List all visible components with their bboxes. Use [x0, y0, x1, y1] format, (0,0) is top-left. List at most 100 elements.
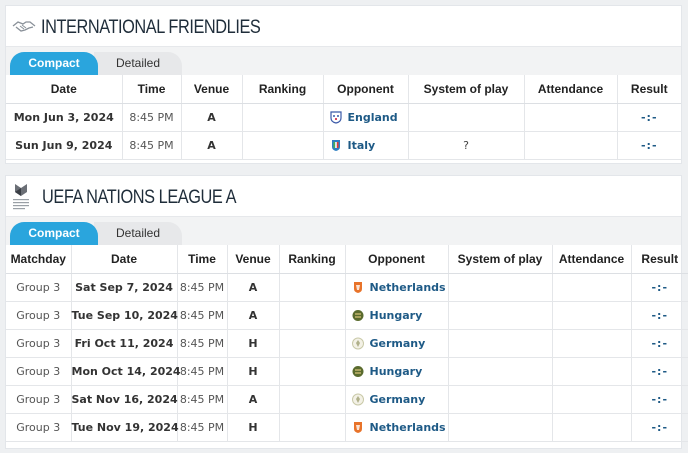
match-opponent[interactable]: Netherlands: [345, 273, 449, 302]
germany-crest-icon: [351, 393, 364, 406]
match-opponent[interactable]: Netherlands: [345, 413, 449, 442]
header-date[interactable]: Date: [71, 245, 178, 274]
table-row: Group 3 Tue Nov 19, 2024 8:45 PM H Netherlan…: [6, 413, 688, 442]
match-opponent[interactable]: Germany: [345, 385, 449, 414]
match-result[interactable]: -:-: [617, 103, 681, 132]
friendlies-header: INTERNATIONAL FRIENDLIES: [6, 6, 681, 47]
header-ranking[interactable]: Ranking: [279, 245, 346, 274]
result-link[interactable]: -:-: [651, 336, 669, 350]
match-ranking: [279, 329, 346, 358]
match-venue: H: [227, 329, 280, 358]
header-attendance[interactable]: Attendance: [524, 75, 618, 104]
match-result[interactable]: -:-: [631, 329, 688, 358]
match-venue: A: [227, 273, 280, 302]
match-time: 8:45 PM: [122, 103, 182, 132]
table-header-row: Matchday Date Time Venue Ranking Opponen…: [6, 245, 688, 274]
tab-detailed[interactable]: Detailed: [94, 222, 182, 245]
match-system: [448, 385, 553, 414]
header-system[interactable]: System of play: [448, 245, 553, 274]
match-result[interactable]: -:-: [631, 301, 688, 330]
header-date[interactable]: Date: [6, 75, 123, 104]
match-time: 8:45 PM: [177, 413, 228, 442]
match-attendance: [552, 385, 632, 414]
match-opponent[interactable]: Germany: [345, 329, 449, 358]
germany-crest-icon: [351, 337, 364, 350]
header-system[interactable]: System of play: [408, 75, 525, 104]
match-venue: H: [227, 413, 280, 442]
match-matchday: Group 3: [6, 329, 72, 358]
header-time[interactable]: Time: [122, 75, 182, 104]
match-result[interactable]: -:-: [631, 357, 688, 386]
match-date: Mon Oct 14, 2024: [71, 357, 181, 386]
match-attendance: [524, 103, 618, 132]
opponent-link[interactable]: Germany: [369, 392, 426, 406]
header-result[interactable]: Result: [631, 245, 688, 274]
nations-league-title: UEFA NATIONS LEAGUE A: [42, 187, 237, 208]
result-link[interactable]: -:-: [640, 138, 658, 152]
header-venue[interactable]: Venue: [227, 245, 280, 274]
opponent-link[interactable]: Netherlands: [369, 280, 446, 294]
friendlies-title: INTERNATIONAL FRIENDLIES: [41, 17, 261, 38]
match-date: Fri Oct 11, 2024: [71, 329, 178, 358]
table-row: Mon Jun 3, 2024 8:45 PM A England -:-: [6, 103, 681, 132]
result-link[interactable]: -:-: [640, 110, 658, 124]
match-opponent[interactable]: Hungary: [345, 301, 449, 330]
match-system: [448, 273, 553, 302]
match-venue: H: [227, 357, 280, 386]
match-opponent[interactable]: Italy: [323, 131, 409, 160]
opponent-link[interactable]: Netherlands: [369, 420, 446, 434]
match-opponent[interactable]: Hungary: [345, 357, 449, 386]
header-ranking[interactable]: Ranking: [242, 75, 324, 104]
result-link[interactable]: -:-: [651, 392, 669, 406]
match-date: Mon Jun 3, 2024: [6, 103, 123, 132]
opponent-link[interactable]: Hungary: [369, 308, 423, 322]
match-date: Sun Jun 9, 2024: [6, 131, 123, 160]
match-result[interactable]: -:-: [631, 413, 688, 442]
tab-compact[interactable]: Compact: [10, 52, 98, 75]
result-link[interactable]: -:-: [651, 420, 669, 434]
match-result[interactable]: -:-: [631, 273, 688, 302]
match-system: [448, 329, 553, 358]
netherlands-crest-icon: [353, 421, 362, 433]
opponent-link[interactable]: England: [347, 110, 398, 124]
tab-detailed[interactable]: Detailed: [94, 52, 182, 75]
match-date: Sat Nov 16, 2024: [71, 385, 178, 414]
match-system: ?: [408, 131, 525, 160]
match-time: 8:45 PM: [177, 329, 228, 358]
header-venue[interactable]: Venue: [181, 75, 243, 104]
opponent-link[interactable]: Hungary: [369, 364, 423, 378]
nations-league-panel: UEFA NATIONS LEAGUE A Detailed Compact M…: [5, 175, 688, 449]
match-venue: A: [181, 103, 243, 132]
match-opponent[interactable]: England: [323, 103, 409, 132]
table-row: Group 3 Mon Oct 14, 2024 8:45 PM H Hungary -:…: [6, 357, 688, 386]
match-time: 8:45 PM: [177, 273, 228, 302]
tab-compact[interactable]: Compact: [10, 222, 98, 245]
table-row: Group 3 Sat Nov 16, 2024 8:45 PM A Germany -:…: [6, 385, 688, 414]
match-time: 8:45 PM: [122, 131, 182, 160]
match-venue: A: [227, 385, 280, 414]
header-opponent[interactable]: Opponent: [345, 245, 449, 274]
friendlies-table: Date Time Venue Ranking Opponent System …: [6, 75, 681, 160]
result-link[interactable]: -:-: [651, 308, 669, 322]
match-result[interactable]: -:-: [617, 131, 681, 160]
header-time[interactable]: Time: [177, 245, 228, 274]
header-matchday[interactable]: Matchday: [6, 245, 72, 274]
opponent-link[interactable]: Italy: [347, 138, 376, 152]
header-attendance[interactable]: Attendance: [552, 245, 632, 274]
result-link[interactable]: -:-: [651, 364, 669, 378]
match-matchday: Group 3: [6, 273, 72, 302]
match-result[interactable]: -:-: [631, 385, 688, 414]
opponent-link[interactable]: Germany: [369, 336, 426, 350]
hungary-crest-icon: [352, 365, 363, 377]
nations-league-logo-icon: [13, 184, 29, 210]
match-matchday: Group 3: [6, 301, 72, 330]
match-attendance: [552, 357, 632, 386]
header-opponent[interactable]: Opponent: [323, 75, 409, 104]
header-result[interactable]: Result: [617, 75, 681, 104]
table-header-row: Date Time Venue Ranking Opponent System …: [6, 75, 681, 104]
match-ranking: [279, 385, 346, 414]
nations-league-tabs: Detailed Compact: [6, 217, 681, 245]
match-date: Sat Sep 7, 2024: [71, 273, 178, 302]
match-attendance: [552, 413, 632, 442]
result-link[interactable]: -:-: [651, 280, 669, 294]
